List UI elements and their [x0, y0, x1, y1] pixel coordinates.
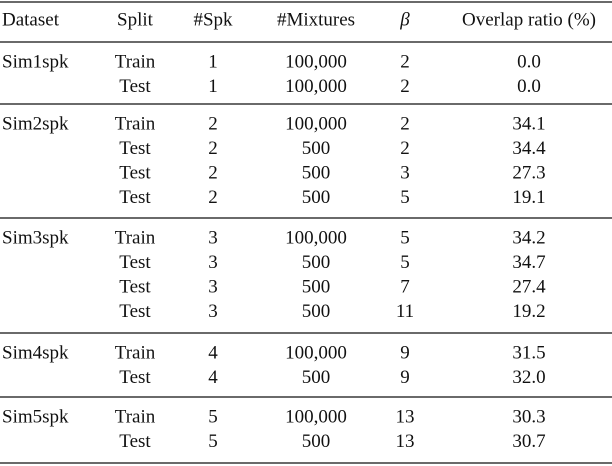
- header-cell: Split: [117, 9, 154, 30]
- table-cell: Train: [115, 227, 156, 248]
- table-cell: 2: [400, 113, 410, 134]
- table-cell: 2: [208, 138, 218, 159]
- table-cell: 100,000: [285, 51, 347, 72]
- table-cell: 27.4: [512, 277, 546, 298]
- table-cell: Test: [119, 252, 151, 273]
- table-cell: Test: [119, 138, 151, 159]
- table-cell: 2: [208, 163, 218, 184]
- table-cell: Train: [115, 51, 156, 72]
- table-cell: Test: [119, 367, 151, 388]
- table-cell: 19.2: [512, 301, 545, 322]
- dataset-cell: Sim3spk: [2, 227, 69, 248]
- table-cell: 100,000: [285, 406, 347, 427]
- dataset-cell: Sim2spk: [2, 113, 69, 134]
- table-cell: Test: [119, 301, 151, 322]
- table-cell: 19.1: [512, 187, 545, 208]
- table-cell: 0.0: [517, 76, 541, 97]
- table-cell: 500: [302, 367, 331, 388]
- table-cell: Test: [119, 431, 151, 452]
- table-cell: 3: [208, 252, 218, 273]
- table-cell: 30.7: [512, 431, 545, 452]
- table-cell: 0.0: [517, 51, 541, 72]
- table-cell: 5: [208, 431, 218, 452]
- header-cell: #Mixtures: [277, 9, 355, 30]
- dataset-cell: Sim1spk: [2, 51, 69, 72]
- table-cell: 34.7: [512, 252, 545, 273]
- table-cell: 500: [302, 187, 331, 208]
- table-cell: 34.2: [512, 227, 545, 248]
- table-cell: 34.1: [512, 113, 545, 134]
- table-cell: 4: [208, 342, 218, 363]
- table-cell: 500: [302, 252, 331, 273]
- table-cell: 7: [400, 277, 410, 298]
- dataset-cell: Sim5spk: [2, 406, 69, 427]
- table-cell: 1: [208, 76, 218, 97]
- table-cell: 27.3: [512, 163, 545, 184]
- table-cell: 2: [208, 187, 218, 208]
- header-cell: Overlap ratio (%): [462, 9, 596, 30]
- table-cell: 100,000: [285, 113, 347, 134]
- table-cell: 3: [400, 163, 410, 184]
- table-cell: 13: [396, 406, 415, 427]
- table-cell: Test: [119, 76, 151, 97]
- table-cell: Test: [119, 187, 151, 208]
- table-cell: 500: [302, 301, 331, 322]
- table-cell: Train: [115, 406, 156, 427]
- table-cell: 2: [400, 138, 410, 159]
- table-cell: 5: [400, 187, 410, 208]
- table-cell: 100,000: [285, 227, 347, 248]
- table-cell: Train: [115, 113, 156, 134]
- table-cell: 3: [208, 227, 218, 248]
- table-cell: 32.0: [512, 367, 545, 388]
- table-cell: 2: [208, 113, 218, 134]
- table-cell: 500: [302, 431, 331, 452]
- table-cell: 5: [208, 406, 218, 427]
- header-cell: β: [399, 9, 410, 30]
- table-cell: 5: [400, 227, 410, 248]
- table-cell: 3: [208, 301, 218, 322]
- table-cell: 9: [400, 342, 410, 363]
- table-cell: 100,000: [285, 76, 347, 97]
- dataset-cell: Sim4spk: [2, 342, 69, 363]
- table-cell: 13: [396, 431, 415, 452]
- table-cell: 2: [400, 76, 410, 97]
- table-cell: 5: [400, 252, 410, 273]
- table-cell: 500: [302, 138, 331, 159]
- table-cell: 34.4: [512, 138, 546, 159]
- table-cell: 3: [208, 277, 218, 298]
- table-cell: 500: [302, 277, 331, 298]
- table-cell: 500: [302, 163, 331, 184]
- table-cell: 9: [400, 367, 410, 388]
- table-cell: 2: [400, 51, 410, 72]
- header-cell: Dataset: [2, 9, 60, 30]
- table-cell: 4: [208, 367, 218, 388]
- table-cell: Test: [119, 277, 151, 298]
- table-cell: 100,000: [285, 342, 347, 363]
- table-cell: 31.5: [512, 342, 545, 363]
- table-cell: Train: [115, 342, 156, 363]
- table-cell: Test: [119, 163, 151, 184]
- header-cell: #Spk: [193, 9, 233, 30]
- table-cell: 11: [396, 301, 414, 322]
- table-cell: 30.3: [512, 406, 545, 427]
- table-cell: 1: [208, 51, 218, 72]
